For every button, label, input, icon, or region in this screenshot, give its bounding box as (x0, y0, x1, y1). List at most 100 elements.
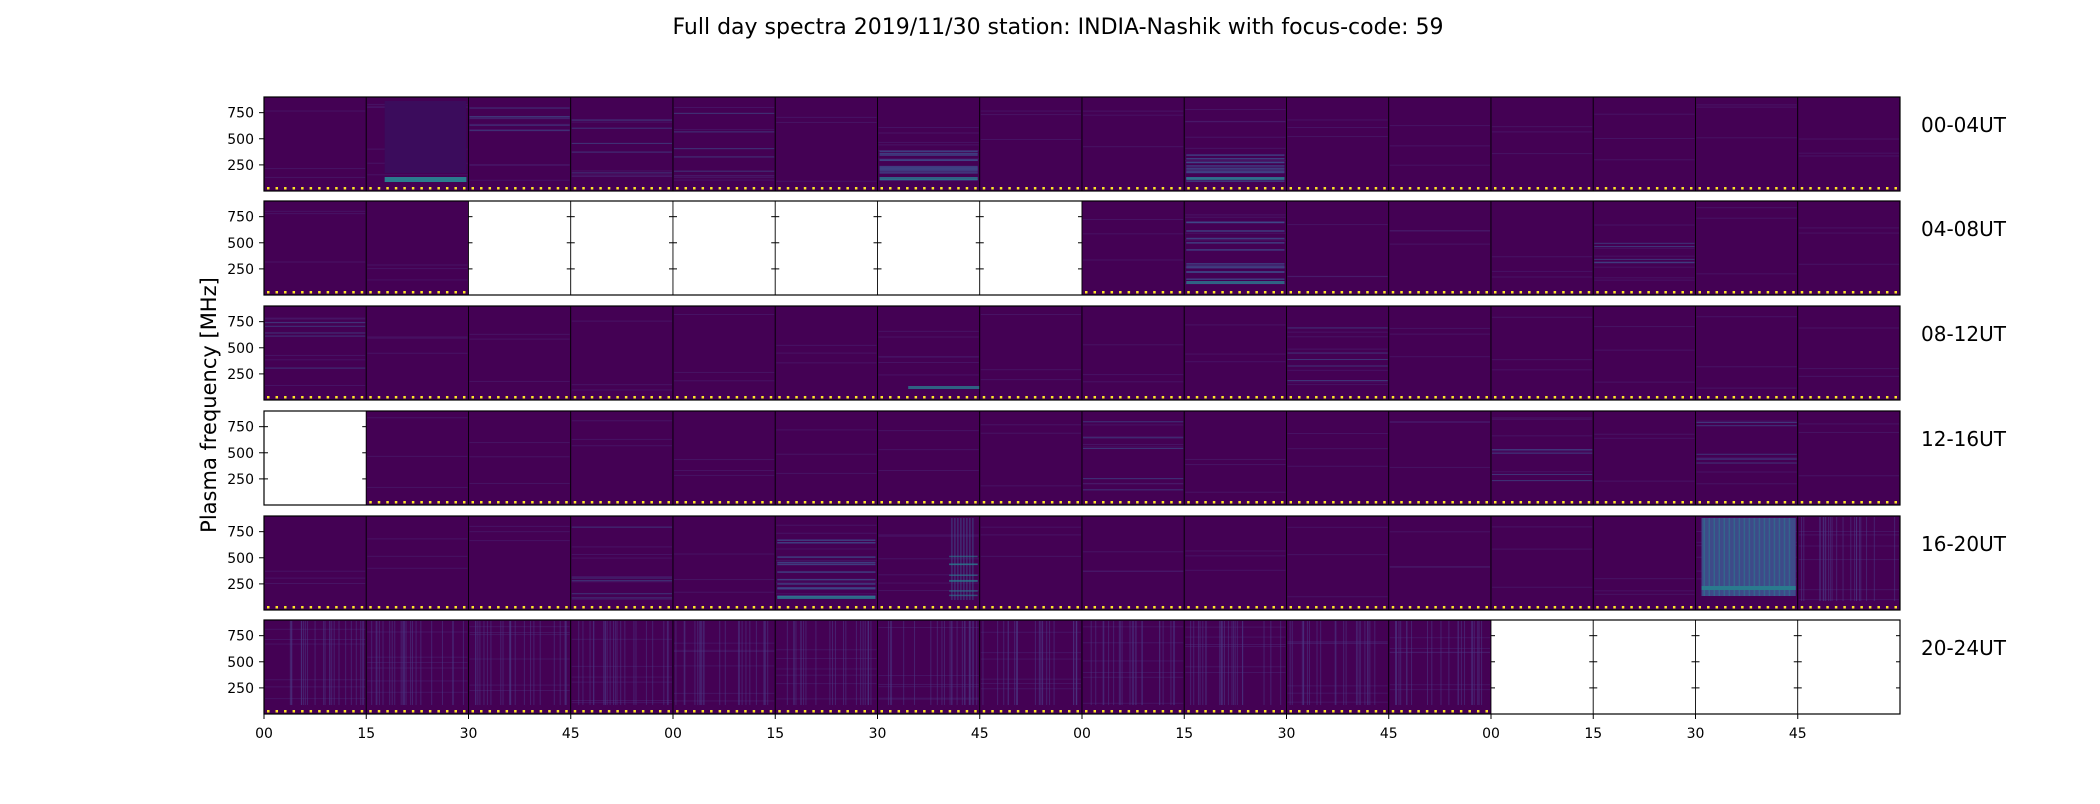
vertical-streak (1090, 621, 1092, 705)
panel (468, 515, 572, 611)
marker-dot (863, 501, 866, 504)
marker-dot (1289, 187, 1292, 190)
marker-dot (1204, 187, 1207, 190)
vertical-streak (477, 621, 479, 705)
marker-dot (820, 187, 824, 190)
vertical-streak (1831, 517, 1833, 601)
noise-line (1594, 247, 1695, 249)
marker-dot (1280, 501, 1284, 504)
noise-line (265, 318, 366, 320)
marker-dot (965, 187, 969, 190)
marker-dot (1511, 187, 1514, 190)
marker-dot (1170, 396, 1173, 399)
noise-line (980, 114, 1081, 116)
marker-dot (471, 710, 474, 713)
noise-line (1594, 480, 1695, 482)
marker-dot (1476, 501, 1480, 504)
marker-dot (948, 710, 952, 713)
marker-dot (428, 291, 432, 294)
bright-streak (1743, 518, 1746, 596)
spectrum-panel-bg (1286, 201, 1389, 295)
noise-line (367, 352, 468, 354)
spectrum-panel-bg (468, 620, 571, 714)
marker-dot (292, 606, 296, 609)
marker-dot (1817, 291, 1821, 294)
faint-line (265, 332, 366, 334)
panel (1695, 619, 1799, 715)
marker-dot (880, 396, 883, 399)
echo-line (1186, 180, 1285, 182)
marker-dot (480, 606, 483, 609)
vertical-streak (1822, 517, 1824, 601)
panel (263, 619, 367, 715)
noise-line (367, 486, 468, 488)
marker-dot (752, 501, 756, 504)
marker-dot (693, 710, 696, 713)
marker-dot (1434, 396, 1437, 399)
marker-dot (607, 606, 611, 609)
noise-line (571, 121, 672, 123)
vertical-streak (394, 621, 396, 705)
marker-dot (1425, 187, 1429, 190)
marker-dot (752, 396, 756, 399)
noise-line (367, 279, 468, 281)
marker-dot (1025, 187, 1028, 190)
marker-dot (786, 187, 790, 190)
faint-line (1594, 262, 1695, 264)
marker-dot (957, 710, 960, 713)
marker-dot (1536, 187, 1540, 190)
vertical-streak (1308, 621, 1310, 705)
marker-dot (1468, 187, 1471, 190)
marker-dot (454, 501, 457, 504)
marker-dot (1076, 606, 1079, 609)
marker-dot (1766, 291, 1770, 294)
marker-dot (1340, 396, 1344, 399)
noise-line (571, 170, 672, 172)
marker-dot (616, 710, 619, 713)
marker-dot (1374, 501, 1378, 504)
marker-dot (386, 501, 389, 504)
marker-dot (1144, 501, 1148, 504)
marker-dot (1400, 291, 1403, 294)
vertical-streak (361, 621, 363, 705)
marker-dot (1153, 187, 1156, 190)
marker-dot (1843, 501, 1846, 504)
marker-dot (1059, 187, 1062, 190)
bright-streak (1718, 518, 1721, 596)
spectrum-panel-bg (673, 411, 776, 505)
marker-dot (1621, 606, 1625, 609)
marker-dot (1672, 606, 1676, 609)
marker-dot (676, 710, 679, 713)
marker-dot (1323, 187, 1327, 190)
marker-dot (1025, 501, 1028, 504)
spectrum-panel-bg (877, 306, 980, 400)
vertical-streak (684, 621, 686, 705)
vertical-streak (1003, 621, 1005, 705)
marker-dot (863, 396, 866, 399)
noise-line (980, 139, 1081, 141)
marker-dot (1349, 606, 1352, 609)
marker-dot (1817, 187, 1821, 190)
vertical-streak (936, 621, 938, 705)
marker-dot (1783, 396, 1787, 399)
noise-line (674, 175, 775, 177)
marker-dot (1298, 291, 1301, 294)
marker-dot (514, 606, 517, 609)
streak (966, 518, 968, 600)
marker-dot (1016, 396, 1020, 399)
marker-dot (394, 606, 398, 609)
marker-dot (1144, 187, 1148, 190)
marker-dot (1332, 501, 1335, 504)
marker-dot (676, 187, 679, 190)
marker-dot (769, 710, 773, 713)
noise-line (1492, 451, 1593, 453)
panel (570, 619, 674, 715)
marker-dot (1604, 396, 1608, 399)
marker-dot (931, 187, 935, 190)
marker-dot (565, 501, 568, 504)
panel (774, 515, 878, 611)
marker-dot (480, 501, 483, 504)
streak (972, 518, 974, 600)
noise-line (776, 658, 877, 660)
